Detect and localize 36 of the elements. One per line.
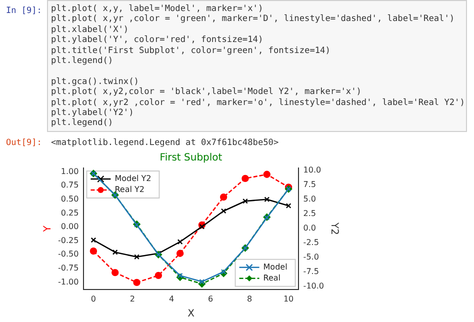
text: plt.plot( x,y, label='Model', marker='x') plt.plot( x,yr ,color = 'green', marker='D', linestyle='dashed', label='Real') plt.xlabel('X') plt.ylabel('Y', color='red', fontsize=14) plt.title('First Subplot', color='green', fontsize=14) plt.legend() plt.gca().twinx() plt.plot( x,y2,color = 'black',label='Model Y2', marker='x') plt.plot( x,yr2 ,color = 'red', marker='o', linestyle='dashed', label='Real Y2') plt.ylabel('Y2') plt.legend() <box>51 4 465 128</box>
y2-tick-label: 7.5 <box>303 180 316 189</box>
legend-label: Model <box>263 262 288 272</box>
y-axis-title: Y <box>42 224 54 233</box>
x-tick-label: 10 <box>283 294 294 304</box>
y2-tick-label: 10.0 <box>303 165 322 174</box>
y2-tick-label: -7.5 <box>303 267 319 276</box>
y-tick-label: 0.00 <box>60 222 79 232</box>
y2-tick-label: 5.0 <box>303 194 316 204</box>
y2-tick-label: -10.0 <box>303 282 324 291</box>
y2-tick-label: 2.5 <box>303 208 316 218</box>
text: Out[9]: <box>6 138 42 148</box>
y-tick-label: 0.25 <box>60 208 79 218</box>
y-tick-label: -0.25 <box>58 236 79 245</box>
legend-label: Model Y2 <box>114 174 152 184</box>
x-axis-title: X <box>188 308 195 320</box>
text: In [9]: <box>6 6 42 16</box>
x-tick-label: 8 <box>246 294 252 304</box>
x-tick-label: 0 <box>90 294 96 304</box>
y2-tick-label: -2.5 <box>303 238 319 248</box>
y2-axis-title: Y2 <box>328 221 340 235</box>
y-tick-label: -0.75 <box>58 264 79 273</box>
y-tick-label: 0.50 <box>60 194 79 204</box>
y-tick-label: 1.00 <box>60 166 79 176</box>
text: <matplotlib.legend.Legend at 0x7f61bc48be50> <box>51 138 279 148</box>
x-tick-label: 6 <box>208 294 214 304</box>
y-tick-label: -1.00 <box>58 277 79 286</box>
y2-tick-label: 0.0 <box>303 223 316 232</box>
legend-label: Real <box>263 273 281 282</box>
x-tick-label: 2 <box>130 294 136 304</box>
y2-tick-label: -5.0 <box>303 252 319 262</box>
x-tick-label: 4 <box>168 294 174 304</box>
y-tick-label: 0.75 <box>60 180 79 190</box>
chart-title: First Subplot <box>160 152 222 164</box>
legend-label: Real Y2 <box>114 185 144 194</box>
y-tick-label: -0.50 <box>58 250 79 259</box>
